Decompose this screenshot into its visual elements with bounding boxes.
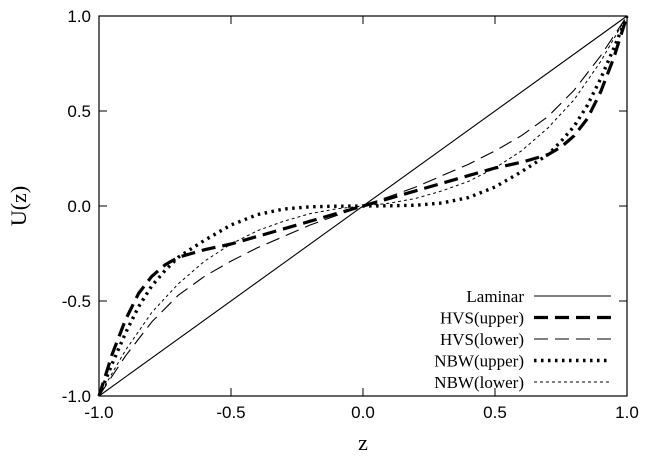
- y-axis-title: U(z): [6, 186, 31, 226]
- legend-label-hvs-upper: HVS(upper): [440, 309, 524, 328]
- legend: Laminar HVS(upper) HVS(lower) NBW(upper) NBW…: [434, 287, 611, 392]
- axis-ticks: [98, 15, 628, 397]
- y-tick-label: 1.0: [67, 7, 91, 26]
- series-layer: [97, 15, 629, 397]
- y-tick-label: 0.5: [67, 102, 91, 121]
- x-tick-label: 0.5: [483, 403, 507, 422]
- legend-label-laminar: Laminar: [466, 287, 524, 306]
- y-tick-label: -0.5: [62, 292, 91, 311]
- tick-labels: -1.0 -0.5 0.0 0.5 1.0 -1.0 -0.5 0.0 0.5 1.0: [62, 7, 639, 422]
- legend-label-nbw-upper: NBW(upper): [434, 352, 524, 371]
- x-axis-title: z: [358, 430, 368, 455]
- y-tick-label: -1.0: [62, 387, 91, 406]
- legend-label-nbw-lower: NBW(lower): [434, 373, 524, 392]
- x-tick-label: 1.0: [615, 403, 639, 422]
- series-line-hvs-lower: [98, 15, 628, 397]
- x-tick-label: 0.0: [351, 403, 375, 422]
- series-line-hvs-upper: [97, 15, 629, 397]
- x-tick-label: -1.0: [84, 403, 113, 422]
- x-tick-label: -0.5: [216, 403, 245, 422]
- legend-label-hvs-lower: HVS(lower): [440, 330, 524, 349]
- y-tick-label: 0.0: [67, 197, 91, 216]
- series-line-nbw-lower: [98, 15, 628, 397]
